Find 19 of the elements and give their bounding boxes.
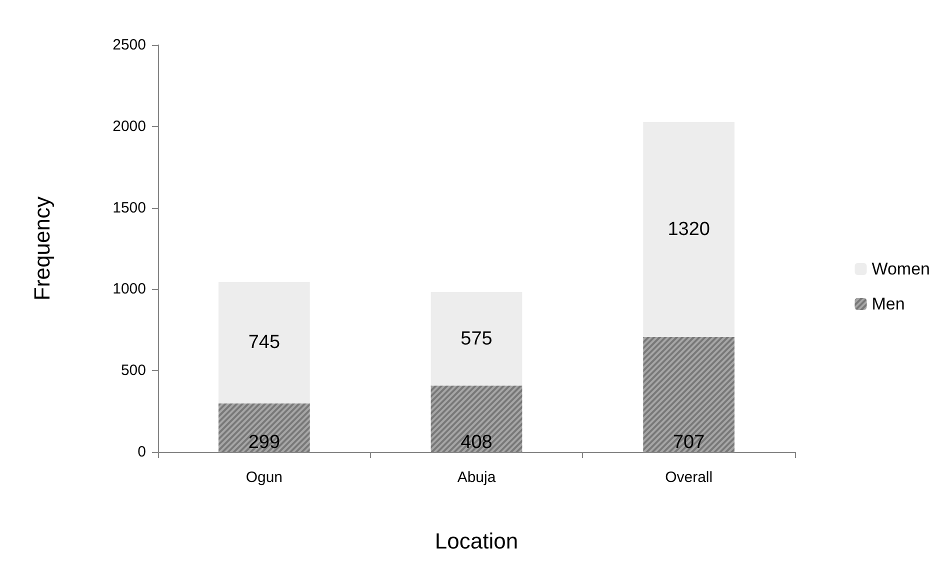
y-tick-label: 1500 (112, 199, 146, 216)
y-tick-label: 2000 (112, 118, 146, 135)
y-tick-label: 0 (138, 444, 146, 460)
y-axis-title: Frequency (30, 196, 54, 300)
x-tick-label: Ogun (246, 469, 283, 486)
legend-label: Women (872, 260, 930, 278)
data-label: 408 (460, 432, 492, 453)
legend-label: Men (872, 294, 905, 314)
y-tick-label: 2500 (112, 36, 146, 54)
data-label: 575 (460, 328, 492, 350)
y-tick-label: 1000 (112, 280, 146, 298)
data-label: 707 (672, 432, 705, 453)
x-tick-label: Overall (665, 469, 713, 486)
data-label: 745 (248, 332, 280, 354)
x-tick-label: Abuja (457, 469, 496, 486)
data-label: 299 (248, 432, 280, 453)
y-tick-label: 500 (120, 362, 146, 380)
x-axis-title: Location (434, 528, 518, 554)
data-label: 1320 (668, 218, 710, 240)
